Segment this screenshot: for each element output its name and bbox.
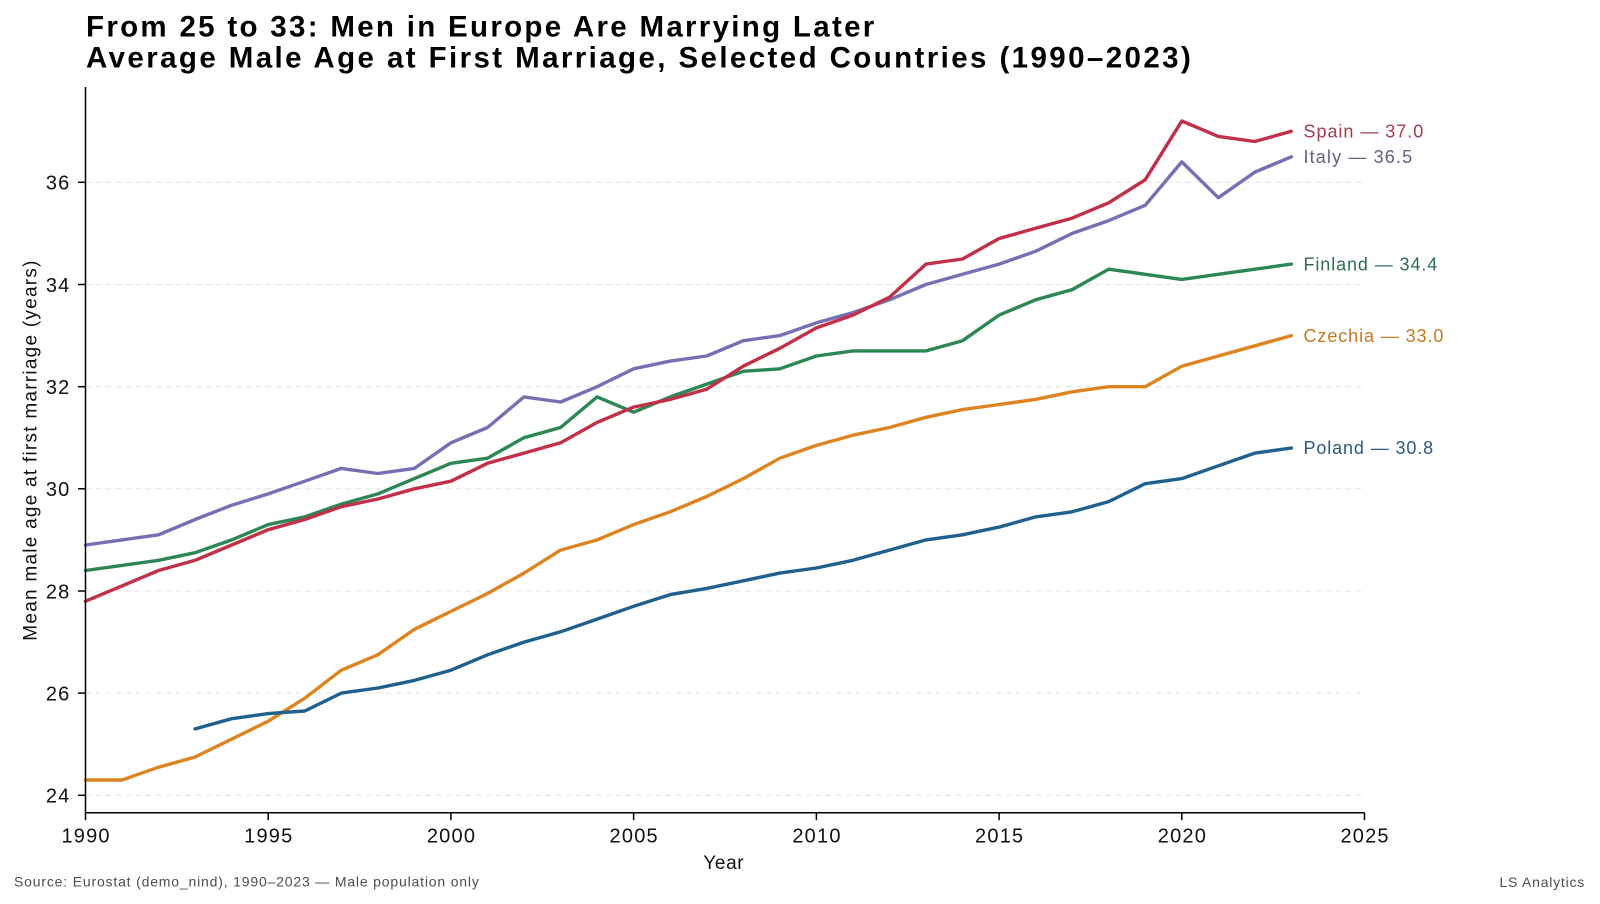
svg-text:From 25 to 33: Men in Europe A: From 25 to 33: Men in Europe Are Marryin…: [86, 11, 877, 44]
svg-text:2025: 2025: [1340, 825, 1389, 847]
svg-text:28: 28: [46, 581, 71, 603]
svg-text:2000: 2000: [427, 825, 476, 847]
svg-text:Average Male Age at First Marr: Average Male Age at First Marriage, Sele…: [86, 41, 1193, 74]
svg-text:24: 24: [46, 786, 71, 808]
svg-text:30: 30: [46, 479, 71, 501]
svg-text:26: 26: [46, 684, 71, 706]
svg-text:Spain — 37.0: Spain — 37.0: [1304, 122, 1425, 142]
svg-text:2020: 2020: [1158, 825, 1207, 847]
svg-text:Year: Year: [703, 853, 744, 874]
svg-text:Finland — 34.4: Finland — 34.4: [1304, 254, 1439, 274]
svg-text:Poland — 30.8: Poland — 30.8: [1304, 438, 1435, 458]
svg-text:34: 34: [46, 275, 71, 297]
svg-text:Source: Eurostat (demo_nind),: Source: Eurostat (demo_nind), 1990–2023 …: [14, 873, 480, 889]
svg-text:2010: 2010: [792, 825, 841, 847]
svg-text:1995: 1995: [244, 825, 293, 847]
svg-text:LS Analytics: LS Analytics: [1499, 874, 1585, 890]
svg-text:Italy — 36.5: Italy — 36.5: [1304, 147, 1414, 167]
svg-text:2015: 2015: [975, 825, 1024, 847]
svg-text:36: 36: [46, 173, 71, 195]
svg-text:Mean male age at first marriag: Mean male age at first marriage (years): [21, 259, 42, 640]
svg-text:1990: 1990: [61, 825, 110, 847]
svg-text:32: 32: [46, 377, 71, 399]
svg-text:2005: 2005: [610, 825, 659, 847]
svg-text:Czechia — 33.0: Czechia — 33.0: [1304, 326, 1445, 346]
